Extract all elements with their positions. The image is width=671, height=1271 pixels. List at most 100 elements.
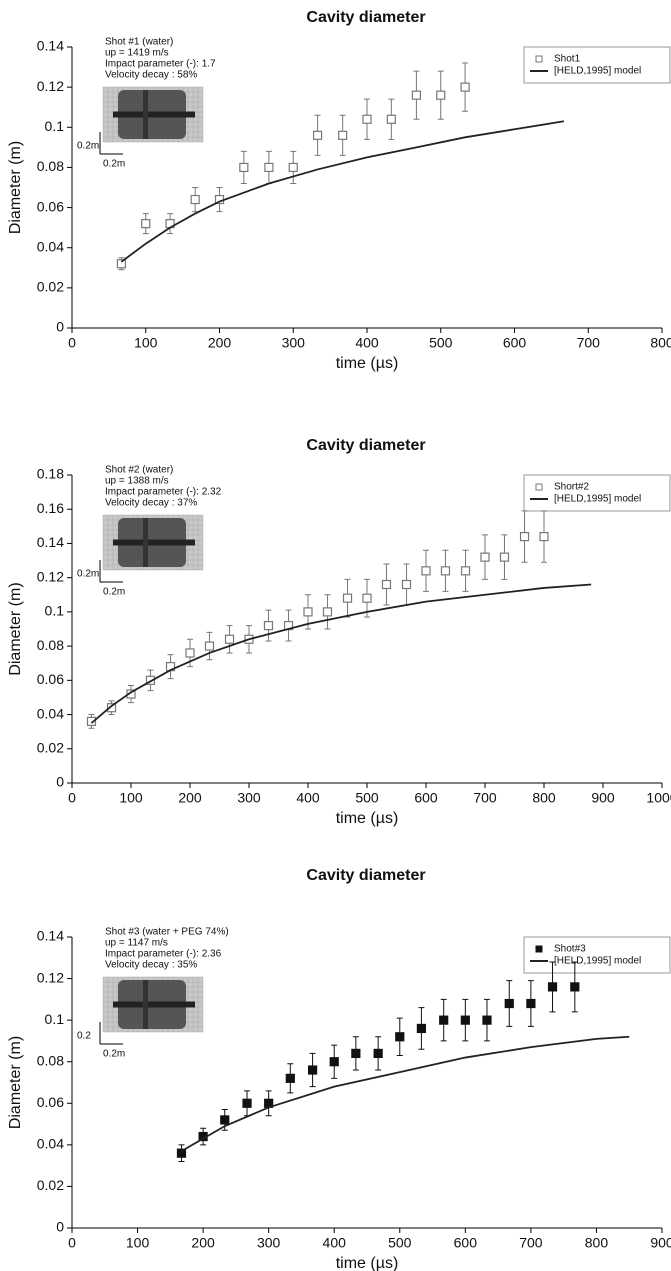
y-tick-label: 0.12: [37, 78, 64, 94]
y-tick-label: 0: [56, 319, 64, 335]
y-tick-label: 0.06: [37, 198, 64, 214]
data-point: [307, 1065, 318, 1075]
annotation: up = 1388 m/s: [105, 476, 169, 487]
data-point: [264, 162, 274, 173]
x-tick-label: 200: [208, 335, 232, 351]
legend-label: Shot#3: [554, 944, 586, 955]
x-tick-label: 500: [355, 790, 379, 806]
data-point: [190, 194, 200, 205]
data-point: [460, 1015, 470, 1025]
data-point: [416, 1023, 427, 1034]
x-tick-label: 400: [323, 1235, 347, 1251]
data-point: [106, 703, 117, 713]
data-point: [395, 1032, 405, 1042]
legend-swatch: [535, 945, 543, 953]
x-tick-label: 200: [178, 790, 202, 806]
inset-photo: [102, 514, 204, 571]
scale-label: 0.2m: [103, 1049, 125, 1060]
annotation: Velocity decay : 35%: [105, 960, 197, 971]
legend-label: [HELD,1995] model: [554, 66, 641, 77]
x-tick-label: 600: [454, 1235, 478, 1251]
data-point: [329, 1057, 339, 1067]
annotation: up = 1147 m/s: [105, 938, 168, 949]
scale-label: 0.2m: [103, 587, 125, 598]
y-tick-label: 0: [56, 1219, 64, 1235]
data-point: [460, 82, 470, 92]
legend-swatch: [535, 55, 543, 63]
annotation: Shot #2 (water): [105, 465, 173, 476]
annotation: Impact parameter (-): 2.32: [105, 487, 222, 498]
photo-rod: [113, 1001, 195, 1008]
x-tick-label: 700: [519, 1235, 543, 1251]
y-tick-label: 0.02: [37, 1177, 64, 1193]
x-tick-label: 100: [134, 335, 158, 351]
data-point: [362, 593, 372, 603]
data-point: [338, 130, 348, 140]
data-point: [303, 607, 313, 617]
annotation: up = 1419 m/s: [105, 48, 169, 59]
data-point: [547, 982, 558, 992]
scale-label: 0.2m: [77, 569, 99, 580]
x-tick-label: 300: [257, 1235, 281, 1251]
data-point: [436, 90, 446, 100]
y-axis-label: Diameter (m): [7, 141, 24, 234]
y-tick-label: 0.12: [37, 568, 64, 584]
annotation: Shot #1 (water): [105, 37, 173, 48]
data-point: [322, 607, 333, 617]
y-tick-label: 0.04: [37, 238, 64, 254]
scale-label: 0.2m: [77, 141, 99, 152]
data-point: [342, 593, 353, 603]
data-point: [220, 1115, 230, 1125]
y-axis-label: Diameter (m): [7, 582, 24, 675]
x-tick-label: 400: [355, 335, 379, 351]
data-point: [224, 634, 235, 644]
data-point: [86, 716, 97, 727]
y-tick-label: 0.14: [37, 534, 64, 550]
data-point: [381, 579, 392, 590]
y-tick-label: 0.02: [37, 279, 64, 295]
data-point: [263, 620, 274, 631]
legend-label: Short#2: [554, 482, 589, 493]
scale-label: 0.2: [77, 1031, 91, 1042]
x-tick-label: 100: [119, 790, 143, 806]
annotation: Velocity decay : 58%: [105, 70, 197, 81]
data-point: [351, 1048, 361, 1059]
x-tick-label: 0: [68, 335, 76, 351]
y-tick-label: 0.16: [37, 500, 64, 516]
data-point: [242, 1098, 252, 1108]
y-tick-label: 0.1: [45, 118, 65, 134]
model-line: [120, 120, 565, 263]
photo-rod: [113, 539, 195, 546]
photo-rod: [143, 90, 148, 139]
data-point: [239, 162, 249, 173]
data-point: [386, 114, 396, 124]
data-point: [439, 1015, 449, 1025]
photo-rod: [143, 980, 148, 1029]
y-tick-label: 0.06: [37, 1094, 64, 1110]
legend-box: [523, 936, 671, 974]
data-point: [176, 1148, 187, 1158]
legend-label: [HELD,1995] model: [554, 956, 641, 967]
data-point: [312, 130, 323, 140]
data-point: [539, 531, 549, 542]
chart-title: Cavity diameter: [306, 867, 425, 884]
x-tick-label: 800: [532, 790, 556, 806]
legend-box: [523, 46, 671, 84]
legend-label: [HELD,1995] model: [554, 494, 641, 505]
y-tick-label: 0.06: [37, 671, 64, 687]
data-point: [116, 259, 127, 269]
photo-rod: [113, 111, 195, 118]
data-point: [480, 552, 490, 562]
chart: Cavity diameter 0 0.02 0.04 0.06 0.08 0.1 0.12 0…: [7, 437, 671, 827]
x-tick-label: 300: [282, 335, 306, 351]
data-point: [499, 552, 510, 562]
x-tick-label: 500: [388, 1235, 412, 1251]
x-tick-label: 0: [68, 1235, 76, 1251]
legend-label: Shot1: [554, 54, 581, 65]
y-tick-label: 0.04: [37, 705, 64, 721]
x-tick-label: 600: [414, 790, 438, 806]
x-axis-label: time (µs): [336, 810, 399, 827]
data-point: [288, 162, 298, 173]
scale-label: 0.2m: [103, 159, 125, 170]
annotation: Velocity decay : 37%: [105, 498, 197, 509]
